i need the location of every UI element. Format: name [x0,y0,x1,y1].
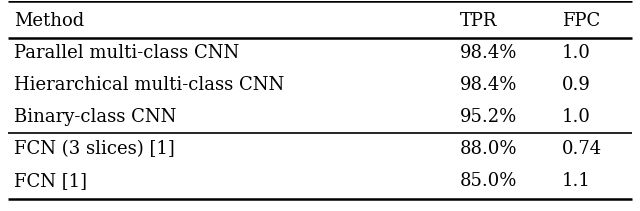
Text: Parallel multi-class CNN: Parallel multi-class CNN [14,44,239,62]
Text: 88.0%: 88.0% [460,140,518,158]
Text: 1.1: 1.1 [562,172,591,190]
Text: 0.9: 0.9 [562,76,591,94]
Text: 0.74: 0.74 [562,140,602,158]
Text: 85.0%: 85.0% [460,172,518,190]
Text: Binary-class CNN: Binary-class CNN [14,108,177,126]
Text: Hierarchical multi-class CNN: Hierarchical multi-class CNN [14,76,284,94]
Text: Method: Method [14,12,84,30]
Text: 95.2%: 95.2% [460,108,517,126]
Text: FCN (3 slices) [1]: FCN (3 slices) [1] [14,140,175,158]
Text: FCN [1]: FCN [1] [14,172,87,190]
Text: 98.4%: 98.4% [460,76,518,94]
Text: TPR: TPR [460,12,497,30]
Text: 1.0: 1.0 [562,44,591,62]
Text: 98.4%: 98.4% [460,44,518,62]
Text: FPC: FPC [562,12,600,30]
Text: 1.0: 1.0 [562,108,591,126]
